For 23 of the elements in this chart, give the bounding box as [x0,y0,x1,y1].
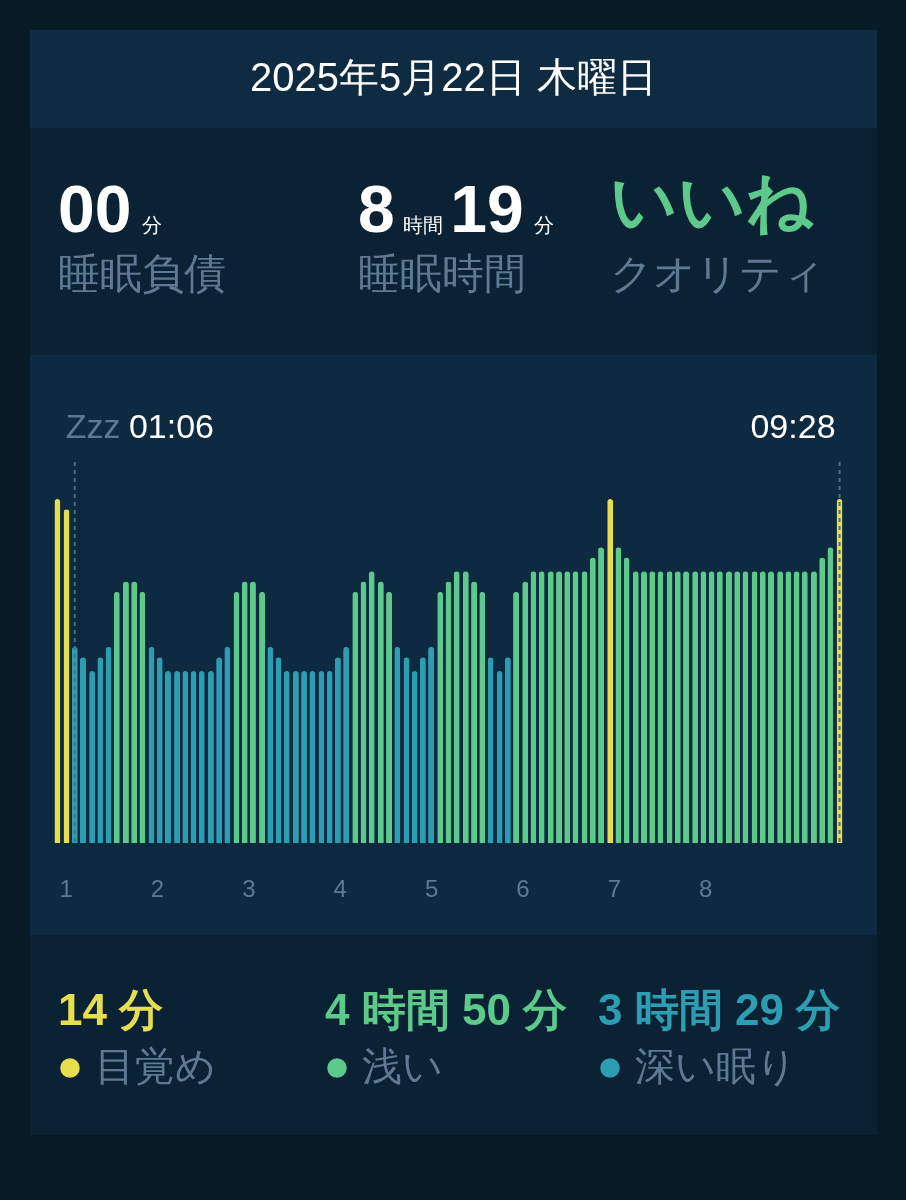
legend-label: 目覚め [95,1044,216,1088]
text: 睡眠負債 [58,250,226,297]
x-tick-label: 1 [59,874,73,902]
ref-line-label: 09:28 [750,407,836,445]
x-tick-label: 8 [699,874,713,902]
bar [768,571,775,843]
text: 14 分 [58,985,164,1034]
text: クオリティ [610,250,825,297]
x-tick-label: 4 [333,874,347,902]
text: 3 時間 29 分 [598,985,841,1034]
x-tick-label: 2 [150,874,165,902]
text: いいね [610,164,814,238]
x-tick-label: 7 [607,874,622,902]
x-tick-label: 3 [242,874,256,902]
legend-label: 深い眠り [635,1044,797,1088]
x-tick-label: 6 [516,874,530,902]
x-tick-label: 5 [424,874,439,902]
text: 4 時間 50 分 [325,985,568,1034]
bar [641,571,648,843]
text: 2025年5月22日 木曜日 [250,55,657,99]
text: 睡眠時間 [358,250,526,297]
ref-line-label: Zzz 01:06 [65,407,215,445]
legend-label: 浅い [362,1044,443,1088]
